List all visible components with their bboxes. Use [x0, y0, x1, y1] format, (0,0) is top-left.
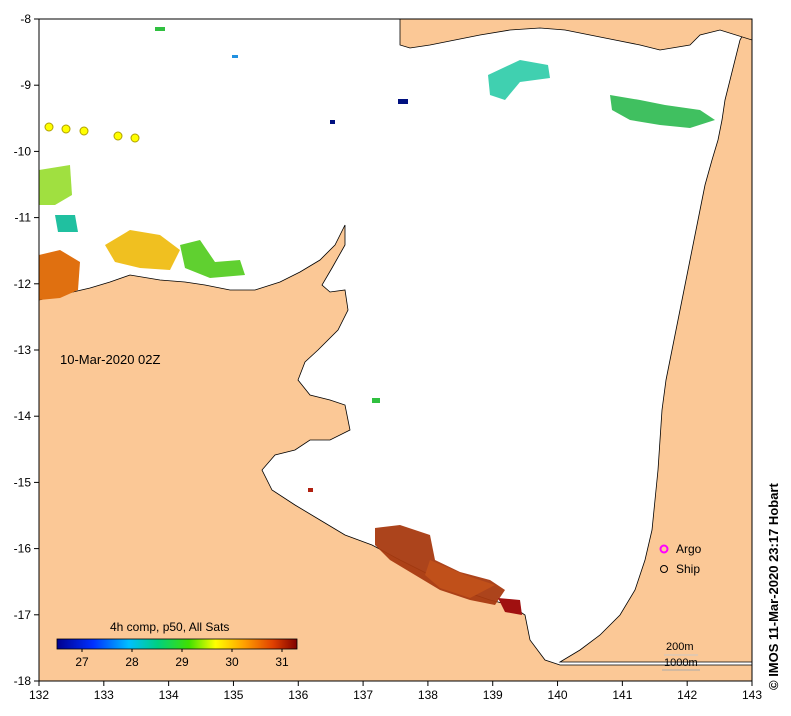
- colorbar: 4h comp, p50, All Sats 27 28 29 30 31: [56, 620, 298, 669]
- land-northern-territory: [39, 224, 752, 681]
- sst-patch-west-green: [180, 240, 245, 278]
- sst-patch-west-cyan: [55, 215, 78, 232]
- legend-argo-label: Argo: [676, 542, 702, 556]
- sst-patch-northeast: [610, 95, 715, 128]
- x-tick-label: 133: [94, 688, 114, 702]
- x-tick-label: 139: [483, 688, 503, 702]
- y-tick-label: -17: [14, 608, 32, 622]
- x-tick-label: 138: [418, 688, 438, 702]
- isobath-200-label: 200m: [666, 641, 694, 653]
- x-tick-label: 132: [29, 688, 49, 702]
- y-tick-label: -8: [20, 12, 31, 26]
- sst-pixel: [398, 99, 408, 104]
- colorbar-gradient: [56, 638, 298, 650]
- x-tick-label: 143: [742, 688, 762, 702]
- y-tick-label: -14: [14, 409, 32, 423]
- y-tick-label: -12: [14, 277, 32, 291]
- sst-patch-west-mixed: [39, 165, 72, 205]
- colorbar-tick-label: 27: [75, 655, 89, 669]
- x-tick-label: 135: [223, 688, 243, 702]
- y-tick-label: -10: [14, 144, 32, 158]
- x-tick-label: 137: [353, 688, 373, 702]
- sst-pixel: [232, 55, 238, 58]
- sst-pixel: [308, 488, 313, 492]
- sst-pixel: [330, 120, 335, 124]
- y-tick-label: -18: [14, 674, 32, 688]
- y-tick-label: -16: [14, 542, 32, 556]
- x-tick-label: 136: [288, 688, 308, 702]
- isobath-1000-label: 1000m: [664, 657, 698, 669]
- y-tick-label: -11: [15, 211, 32, 225]
- x-tick-label: 142: [677, 688, 697, 702]
- legend-ship-label: Ship: [676, 562, 700, 576]
- colorbar-tick-label: 31: [275, 655, 289, 669]
- isobath-legend: 200m 1000m: [662, 641, 700, 671]
- ship-marker-icon: [660, 565, 668, 573]
- y-tick-label: -9: [20, 78, 31, 92]
- sst-patch-south-gulf-2: [425, 560, 495, 598]
- y-tick-label: -15: [14, 475, 32, 489]
- sst-patch-west-coast: [39, 250, 80, 300]
- colorbar-title: 4h comp, p50, All Sats: [110, 620, 229, 634]
- colorbar-tick-label: 28: [125, 655, 139, 669]
- y-tick-label: -13: [14, 343, 32, 357]
- sst-patch-west-yellow: [105, 230, 180, 270]
- timestamp-label: 10-Mar-2020 02Z: [60, 352, 160, 367]
- land-cape-york: [558, 19, 752, 663]
- legend: Argo Ship: [659, 542, 702, 576]
- y-axis: -8 -9 -10 -11 -12 -13 -14 -15 -16 -17 -18: [14, 12, 39, 688]
- sst-pixel: [155, 27, 165, 31]
- sst-patch-south-east: [498, 598, 522, 615]
- credit-text: © IMOS 11-Mar-2020 23:17 Hobart: [766, 483, 781, 690]
- sst-pixel: [372, 398, 380, 403]
- x-tick-label: 140: [548, 688, 568, 702]
- x-axis: 132 133 134 135 136 137 138 139 140 141 142 143: [29, 681, 762, 702]
- colorbar-tick-label: 30: [225, 655, 239, 669]
- x-tick-label: 141: [612, 688, 632, 702]
- colorbar-tick-label: 29: [175, 655, 189, 669]
- argo-marker-icon: [659, 544, 669, 554]
- observation-markers: [44, 122, 140, 143]
- x-tick-label: 134: [159, 688, 179, 702]
- sst-patch-north-cyan: [488, 60, 550, 100]
- land-png-south-coast: [399, 19, 752, 51]
